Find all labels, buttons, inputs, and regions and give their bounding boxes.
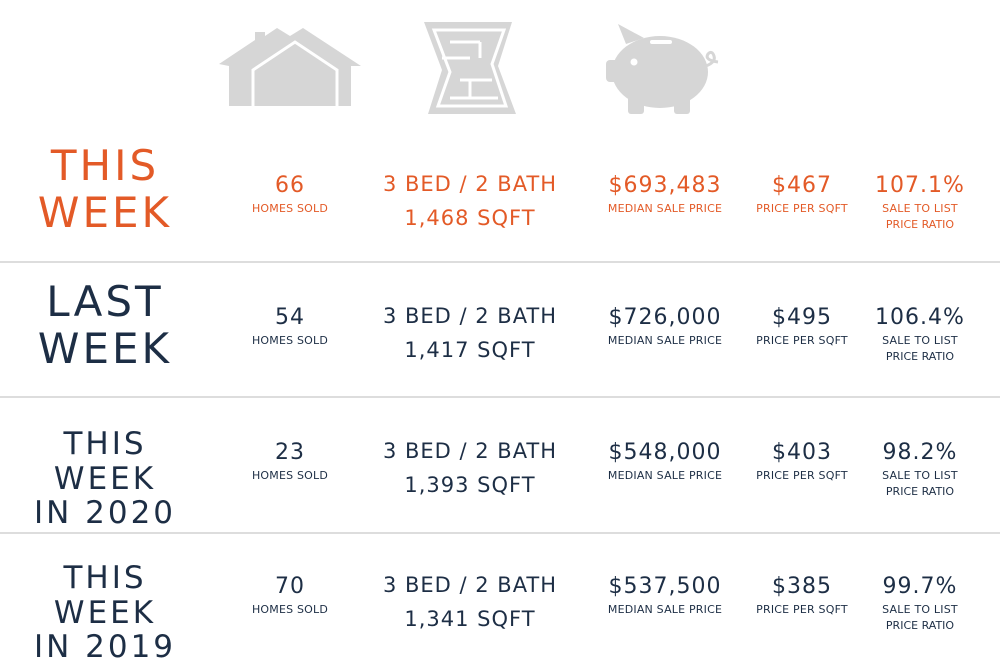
row-label-line1: LAST bbox=[46, 277, 164, 326]
row-divider bbox=[0, 261, 1000, 263]
median-price-cell: $537,500 MEDIAN SALE PRICE bbox=[590, 574, 740, 618]
sale-to-list-value: 107.1% bbox=[875, 173, 965, 198]
price-per-sqft-cell: $403 PRICE PER SQFT bbox=[748, 440, 856, 484]
row-label: THIS WEEK IN 2019 bbox=[12, 561, 198, 665]
median-price-label: MEDIAN SALE PRICE bbox=[607, 469, 723, 483]
sqft-value: 1,393 SQFT bbox=[404, 472, 536, 497]
sqft-value: 1,341 SQFT bbox=[404, 606, 536, 631]
homes-sold-label: HOMES SOLD bbox=[251, 603, 329, 617]
row-label-line2: WEEK bbox=[37, 188, 173, 238]
floorplan-icon bbox=[420, 18, 520, 118]
sale-to-list-label: SALE TO LIST bbox=[882, 469, 958, 483]
homes-sold-label: HOMES SOLD bbox=[251, 334, 329, 348]
row-this-week-2020: THIS WEEK IN 2020 23 HOMES SOLD 3 BED / … bbox=[0, 399, 1000, 531]
row-this-week-2019: THIS WEEK IN 2019 70 HOMES SOLD 3 BED / … bbox=[0, 535, 1000, 667]
sale-to-list-label: SALE TO LIST bbox=[882, 603, 958, 617]
sale-to-list-label: PRICE RATIO bbox=[885, 485, 955, 499]
homes-sold-cell: 70 HOMES SOLD bbox=[230, 574, 350, 618]
median-price-label: MEDIAN SALE PRICE bbox=[607, 202, 723, 216]
row-label-line2: WEEK bbox=[37, 324, 173, 374]
sale-to-list-label: SALE TO LIST bbox=[882, 202, 958, 216]
sale-to-list-cell: 98.2% SALE TO LIST PRICE RATIO bbox=[864, 440, 976, 500]
row-divider bbox=[0, 396, 1000, 398]
specs-cell: 3 BED / 2 BATH 1,341 SQFT bbox=[370, 569, 570, 636]
beds-baths-value: 3 BED / 2 BATH bbox=[382, 172, 558, 196]
sale-to-list-cell: 99.7% SALE TO LIST PRICE RATIO bbox=[864, 574, 976, 634]
sale-to-list-value: 98.2% bbox=[882, 440, 958, 465]
row-label-line2: IN 2019 bbox=[33, 629, 177, 666]
price-per-sqft-value: $403 bbox=[772, 440, 832, 465]
price-per-sqft-label: PRICE PER SQFT bbox=[756, 202, 848, 216]
specs-cell: 3 BED / 2 BATH 1,468 SQFT bbox=[370, 168, 570, 235]
beds-baths-value: 3 BED / 2 BATH bbox=[382, 439, 558, 463]
price-per-sqft-label: PRICE PER SQFT bbox=[756, 469, 848, 483]
beds-baths-value: 3 BED / 2 BATH bbox=[382, 304, 558, 328]
sale-to-list-label: PRICE RATIO bbox=[885, 218, 955, 232]
median-price-value: $548,000 bbox=[608, 440, 722, 465]
sale-to-list-value: 99.7% bbox=[882, 574, 958, 599]
homes-sold-value: 23 bbox=[275, 440, 305, 465]
homes-sold-value: 54 bbox=[275, 305, 305, 330]
median-price-label: MEDIAN SALE PRICE bbox=[607, 334, 723, 348]
row-label-line1: THIS bbox=[50, 141, 160, 190]
row-label: LAST WEEK bbox=[20, 278, 190, 372]
specs-cell: 3 BED / 2 BATH 1,393 SQFT bbox=[370, 435, 570, 502]
price-per-sqft-label: PRICE PER SQFT bbox=[756, 334, 848, 348]
sale-to-list-cell: 106.4% SALE TO LIST PRICE RATIO bbox=[864, 305, 976, 365]
median-price-value: $537,500 bbox=[608, 574, 722, 599]
median-price-cell: $726,000 MEDIAN SALE PRICE bbox=[590, 305, 740, 349]
median-price-value: $693,483 bbox=[608, 173, 722, 198]
median-price-cell: $548,000 MEDIAN SALE PRICE bbox=[590, 440, 740, 484]
row-this-week: THIS WEEK 66 HOMES SOLD 3 BED / 2 BATH 1… bbox=[0, 130, 1000, 260]
median-price-label: MEDIAN SALE PRICE bbox=[607, 603, 723, 617]
row-label-line2: IN 2020 bbox=[33, 495, 177, 532]
sale-to-list-label: PRICE RATIO bbox=[885, 350, 955, 364]
price-per-sqft-value: $467 bbox=[772, 173, 832, 198]
beds-baths-value: 3 BED / 2 BATH bbox=[382, 573, 558, 597]
row-label: THIS WEEK IN 2020 bbox=[12, 427, 198, 531]
median-price-cell: $693,483 MEDIAN SALE PRICE bbox=[590, 173, 740, 217]
median-price-value: $726,000 bbox=[608, 305, 722, 330]
homes-sold-cell: 66 HOMES SOLD bbox=[230, 173, 350, 217]
specs-cell: 3 BED / 2 BATH 1,417 SQFT bbox=[370, 300, 570, 367]
homes-sold-label: HOMES SOLD bbox=[251, 202, 329, 216]
row-label: THIS WEEK bbox=[20, 142, 190, 236]
row-divider bbox=[0, 532, 1000, 534]
piggy-bank-icon bbox=[604, 22, 726, 116]
price-per-sqft-cell: $385 PRICE PER SQFT bbox=[748, 574, 856, 618]
homes-sold-cell: 54 HOMES SOLD bbox=[230, 305, 350, 349]
row-last-week: LAST WEEK 54 HOMES SOLD 3 BED / 2 BATH 1… bbox=[0, 264, 1000, 394]
price-per-sqft-value: $385 bbox=[772, 574, 832, 599]
homes-sold-value: 66 bbox=[275, 173, 305, 198]
homes-sold-cell: 23 HOMES SOLD bbox=[230, 440, 350, 484]
price-per-sqft-label: PRICE PER SQFT bbox=[756, 603, 848, 617]
sale-to-list-label: SALE TO LIST bbox=[882, 334, 958, 348]
sqft-value: 1,468 SQFT bbox=[404, 205, 536, 230]
price-per-sqft-cell: $495 PRICE PER SQFT bbox=[748, 305, 856, 349]
houses-icon bbox=[215, 22, 365, 108]
row-label-line1: THIS WEEK bbox=[53, 426, 157, 497]
sqft-value: 1,417 SQFT bbox=[404, 337, 536, 362]
price-per-sqft-cell: $467 PRICE PER SQFT bbox=[748, 173, 856, 217]
homes-sold-value: 70 bbox=[275, 574, 305, 599]
price-per-sqft-value: $495 bbox=[772, 305, 832, 330]
sale-to-list-value: 106.4% bbox=[875, 305, 965, 330]
homes-sold-label: HOMES SOLD bbox=[251, 469, 329, 483]
row-label-line1: THIS WEEK bbox=[53, 560, 157, 631]
sale-to-list-cell: 107.1% SALE TO LIST PRICE RATIO bbox=[864, 173, 976, 233]
sale-to-list-label: PRICE RATIO bbox=[885, 619, 955, 633]
